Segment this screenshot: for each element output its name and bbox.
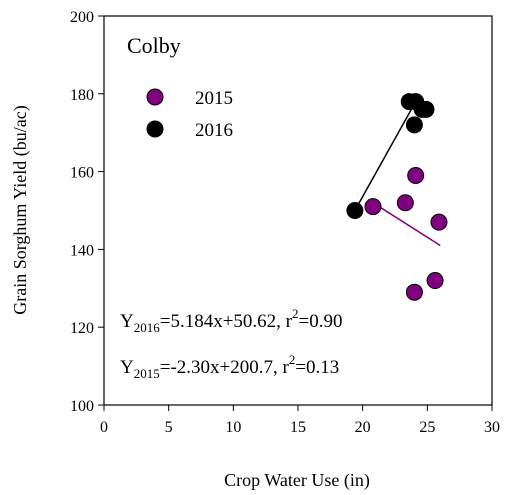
x-tick-label: 15 (290, 419, 306, 436)
annotation-part: =0.13 (295, 357, 339, 378)
x-tick-label: 0 (100, 419, 108, 436)
annotation-part: 2 (292, 306, 299, 321)
annotation-part: Y (120, 311, 134, 332)
annotation-part: =-2.30x+200.7, r (160, 357, 290, 378)
annotation-part: =0.90 (299, 311, 343, 332)
point (417, 100, 435, 118)
annotation-part: 2015 (134, 366, 160, 381)
annotation-part: Y (120, 357, 134, 378)
y-tick-label: 200 (70, 9, 94, 26)
legend-label: 2015 (195, 88, 233, 109)
point (405, 116, 423, 134)
point (407, 166, 425, 184)
legend-label: 2016 (195, 120, 233, 141)
y-axis-label: Grain Sorghum Yield (bu/ac) (10, 105, 31, 314)
point (405, 283, 423, 301)
plot-frame (103, 15, 493, 406)
point (430, 213, 448, 231)
point (396, 194, 414, 212)
y-tick-label: 120 (70, 320, 94, 337)
annotation-part: =5.184x+50.62, r (160, 311, 293, 332)
x-tick-label: 20 (355, 419, 371, 436)
annotation-part: 2016 (134, 320, 161, 335)
x-axis-label: Crop Water Use (in) (224, 470, 370, 491)
legend-marker (146, 88, 164, 106)
annotation: Y2015=-2.30x+200.7, r2=0.13 (120, 352, 339, 381)
fit-line (354, 101, 417, 211)
point (364, 198, 382, 216)
y-tick-label: 180 (70, 87, 94, 104)
point (346, 202, 364, 219)
x-tick-label: 25 (419, 419, 435, 436)
x-tick-label: 30 (484, 419, 500, 436)
x-tick-label: 10 (225, 419, 241, 436)
annotation: Colby (127, 33, 181, 58)
y-tick-label: 160 (70, 165, 94, 182)
point (426, 272, 444, 290)
annotation: Y2016=5.184x+50.62, r2=0.90 (120, 306, 342, 335)
annotation-part: Colby (127, 33, 181, 58)
legend-marker (146, 120, 164, 138)
annotation-part: 2 (289, 352, 296, 367)
fit-line (372, 202, 441, 247)
x-tick-label: 5 (165, 419, 173, 436)
y-tick-label: 140 (70, 242, 94, 259)
y-tick-label: 100 (70, 398, 94, 415)
